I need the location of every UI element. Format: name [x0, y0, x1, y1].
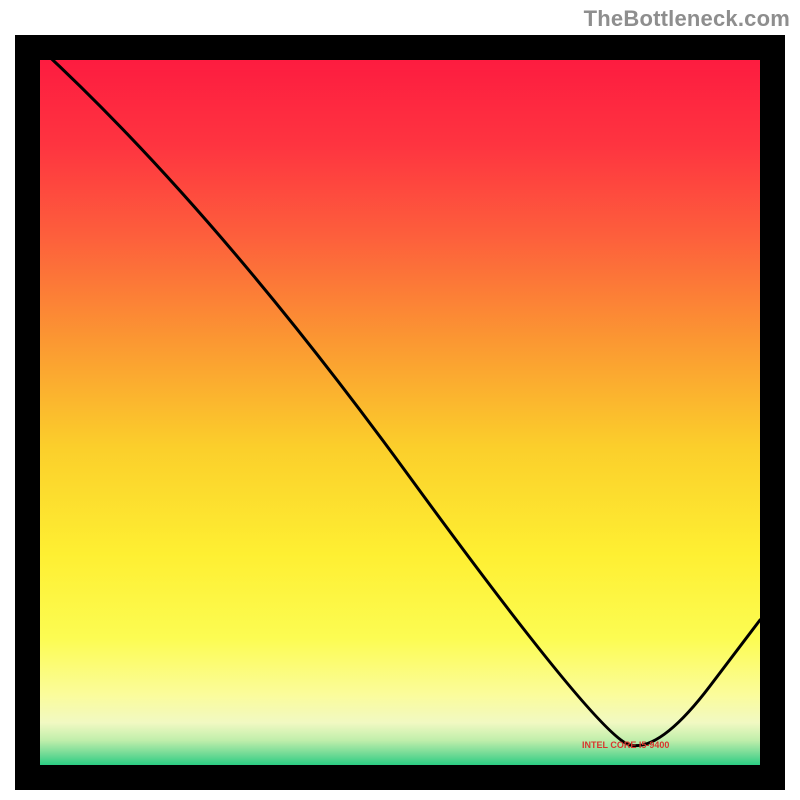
bottom-label: INTEL CORE I5-9400 [582, 740, 669, 750]
watermark-text: TheBottleneck.com [584, 6, 790, 32]
chart-gradient-fill [40, 60, 760, 765]
